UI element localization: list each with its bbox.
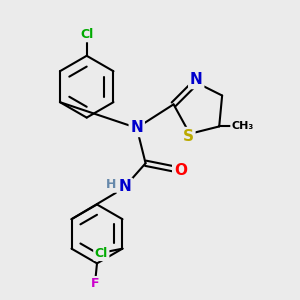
Text: Cl: Cl — [80, 28, 93, 41]
Text: O: O — [174, 163, 187, 178]
Text: S: S — [183, 129, 194, 144]
Text: H: H — [106, 178, 116, 191]
Text: N: N — [190, 72, 203, 87]
Text: CH₃: CH₃ — [232, 122, 254, 131]
Text: N: N — [118, 179, 131, 194]
Text: N: N — [130, 120, 143, 135]
Text: F: F — [91, 278, 100, 290]
Text: Cl: Cl — [95, 247, 108, 260]
